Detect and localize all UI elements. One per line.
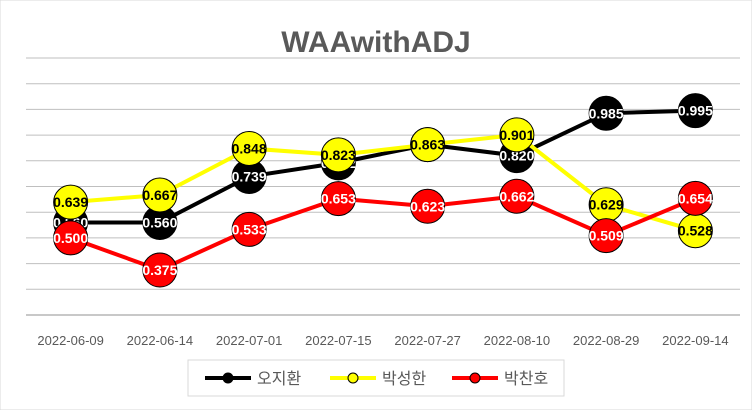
data-point bbox=[499, 117, 535, 153]
x-tick-label: 2022-09-14 bbox=[662, 333, 729, 348]
legend-item: 박찬호 bbox=[452, 369, 548, 388]
data-label: 0.985 bbox=[589, 105, 624, 121]
data-point bbox=[320, 137, 356, 173]
x-tick-label: 2022-07-27 bbox=[394, 333, 461, 348]
data-label: 0.662 bbox=[499, 188, 534, 204]
legend-marker bbox=[347, 372, 359, 384]
legend-label: 오지환 bbox=[257, 369, 301, 388]
x-tick-label: 2022-07-15 bbox=[305, 333, 372, 348]
data-point bbox=[410, 188, 446, 224]
data-label: 0.820 bbox=[499, 148, 534, 164]
series-2: 0.639 0.667 0.848 0.823 0.863 0.901 0.629 0.528 bbox=[53, 117, 713, 249]
x-axis-labels: 2022-06-09 2022-06-14 2022-07-01 2022-07-15… bbox=[37, 333, 728, 348]
data-point bbox=[588, 218, 624, 254]
data-label: 0.995 bbox=[678, 103, 713, 119]
data-label: 0.667 bbox=[142, 187, 177, 203]
data-label: 0.500 bbox=[53, 230, 88, 246]
data-label: 0.528 bbox=[678, 223, 713, 239]
x-tick-label: 2022-06-09 bbox=[37, 333, 104, 348]
data-point bbox=[499, 178, 535, 214]
x-tick-label: 2022-06-14 bbox=[127, 333, 194, 348]
data-point bbox=[410, 127, 446, 163]
data-label: 0.629 bbox=[589, 197, 624, 213]
legend-item: 박성한 bbox=[330, 369, 426, 388]
chart-title: WAAwithADJ bbox=[281, 26, 470, 59]
data-label: 0.653 bbox=[321, 191, 356, 207]
x-tick-label: 2022-07-01 bbox=[216, 333, 283, 348]
data-label: 0.823 bbox=[321, 147, 356, 163]
legend-label: 박성한 bbox=[382, 369, 426, 388]
data-label: 0.739 bbox=[232, 168, 267, 184]
legend-item: 오지환 bbox=[205, 369, 301, 388]
data-label: 0.654 bbox=[678, 190, 713, 206]
data-label: 0.863 bbox=[410, 137, 445, 153]
data-point bbox=[142, 252, 178, 288]
data-label: 0.375 bbox=[142, 262, 177, 278]
data-point bbox=[588, 95, 624, 131]
series-layer: 0.5600.5600.7390.7920.8630.8200.9850.995… bbox=[53, 93, 713, 288]
x-tick-label: 2022-08-29 bbox=[573, 333, 640, 348]
data-point bbox=[231, 211, 267, 247]
data-point bbox=[142, 177, 178, 213]
x-tick-label: 2022-08-10 bbox=[484, 333, 551, 348]
legend: 오지환 박성한 박찬호 bbox=[187, 359, 565, 397]
data-label: 0.848 bbox=[232, 140, 267, 156]
legend-marker bbox=[469, 372, 481, 384]
data-point bbox=[677, 180, 713, 216]
legend-marker bbox=[222, 372, 234, 384]
data-point bbox=[320, 181, 356, 217]
data-point bbox=[231, 130, 267, 166]
data-label: 0.533 bbox=[232, 221, 267, 237]
legend-label: 박찬호 bbox=[504, 369, 548, 388]
data-label: 0.639 bbox=[53, 194, 88, 210]
data-point bbox=[677, 93, 713, 129]
series-3: 0.500 0.375 0.533 0.653 0.623 0.662 0.509 0.654 bbox=[53, 178, 713, 288]
data-label: 0.509 bbox=[589, 228, 624, 244]
data-point bbox=[53, 184, 89, 220]
data-label: 0.623 bbox=[410, 198, 445, 214]
data-label: 0.901 bbox=[499, 127, 534, 143]
data-point bbox=[53, 220, 89, 256]
data-label: 0.560 bbox=[142, 214, 177, 230]
